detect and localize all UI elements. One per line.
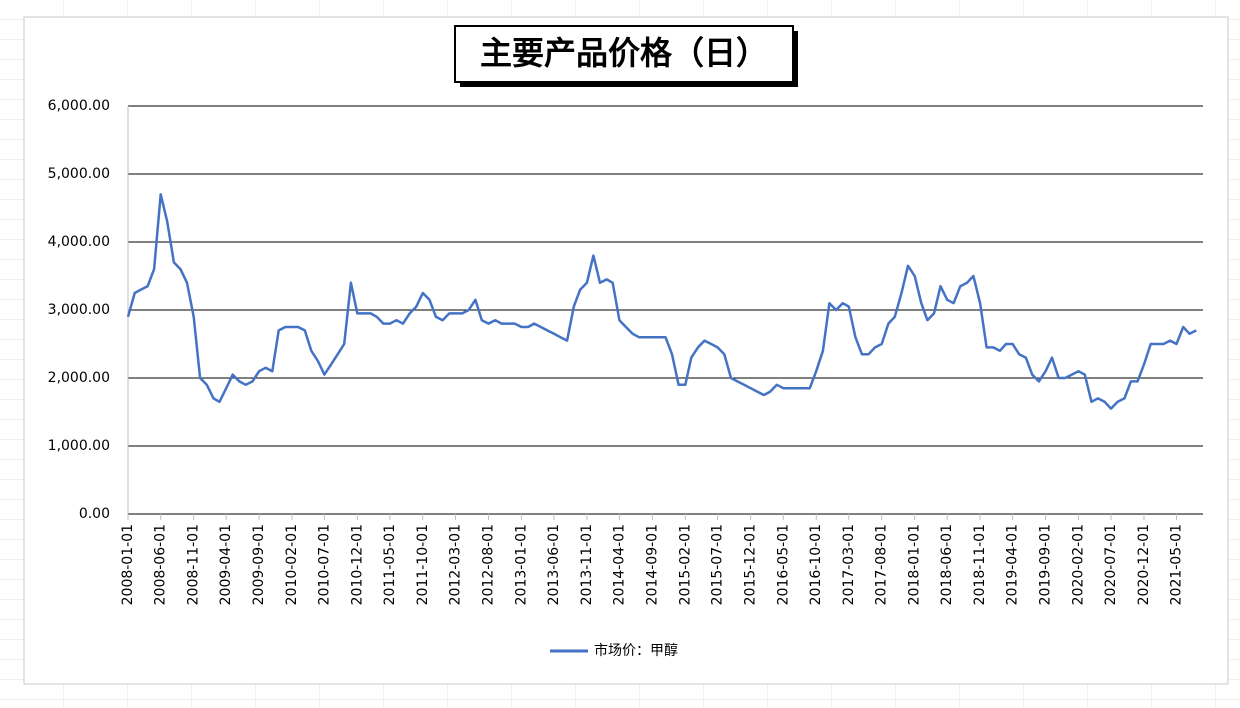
x-tick-label: 2008-01-01 (120, 524, 136, 605)
y-tick-label: 1,000.00 (48, 438, 110, 454)
y-tick-label: 4,000.00 (48, 234, 110, 250)
x-tick-label: 2015-12-01 (743, 524, 759, 605)
x-tick-label: 2013-06-01 (546, 524, 562, 605)
x-tick-label: 2009-09-01 (251, 524, 267, 605)
x-tick-label: 2018-01-01 (907, 524, 923, 605)
x-tick-label: 2010-02-01 (284, 524, 300, 605)
x-tick-label: 2010-07-01 (316, 524, 332, 605)
title-box (454, 25, 794, 83)
x-tick-label: 2018-11-01 (972, 524, 988, 605)
x-tick-label: 2021-05-01 (1169, 524, 1185, 605)
x-tick-label: 2014-04-01 (611, 524, 627, 605)
x-tick-label: 2017-03-01 (841, 524, 857, 605)
x-tick-label: 2015-02-01 (677, 524, 693, 605)
y-tick-label: 2,000.00 (48, 370, 110, 386)
y-tick-label: 3,000.00 (48, 302, 110, 318)
y-tick-label: 0.00 (79, 506, 110, 522)
line-series (126, 193, 1197, 410)
x-tick-label: 2009-04-01 (218, 524, 234, 605)
x-tick-label: 2012-03-01 (448, 524, 464, 605)
y-tick-label: 5,000.00 (48, 166, 110, 182)
x-tick-label: 2008-11-01 (186, 524, 202, 605)
x-tick-label: 2011-05-01 (382, 524, 398, 605)
chart-area (23, 16, 1229, 685)
x-tick-label: 2013-01-01 (513, 524, 529, 605)
x-tick-label: 2012-08-01 (480, 524, 496, 605)
x-tick-label: 2011-10-01 (415, 524, 431, 605)
x-tick-label: 2013-11-01 (579, 524, 595, 605)
x-tick-label: 2019-04-01 (1005, 524, 1021, 605)
x-tick-label: 2008-06-01 (153, 524, 169, 605)
x-tick-label: 2017-08-01 (874, 524, 890, 605)
x-tick-label: 2020-02-01 (1071, 524, 1087, 605)
x-tick-label: 2014-09-01 (644, 524, 660, 605)
x-tick-label: 2015-07-01 (710, 524, 726, 605)
x-tick-label: 2016-10-01 (808, 524, 824, 605)
x-tick-label: 2020-07-01 (1103, 524, 1119, 605)
x-tick-label: 2018-06-01 (939, 524, 955, 605)
x-tick-label: 2016-05-01 (775, 524, 791, 605)
x-tick-label: 2010-12-01 (349, 524, 365, 605)
chart-title: 主要产品价格（日） (480, 34, 768, 72)
legend-label: 市场价：甲醇 (594, 642, 678, 659)
y-tick-label: 6,000.00 (48, 98, 110, 114)
x-tick-label: 2019-09-01 (1038, 524, 1054, 605)
x-tick-label: 2020-12-01 (1136, 524, 1152, 605)
